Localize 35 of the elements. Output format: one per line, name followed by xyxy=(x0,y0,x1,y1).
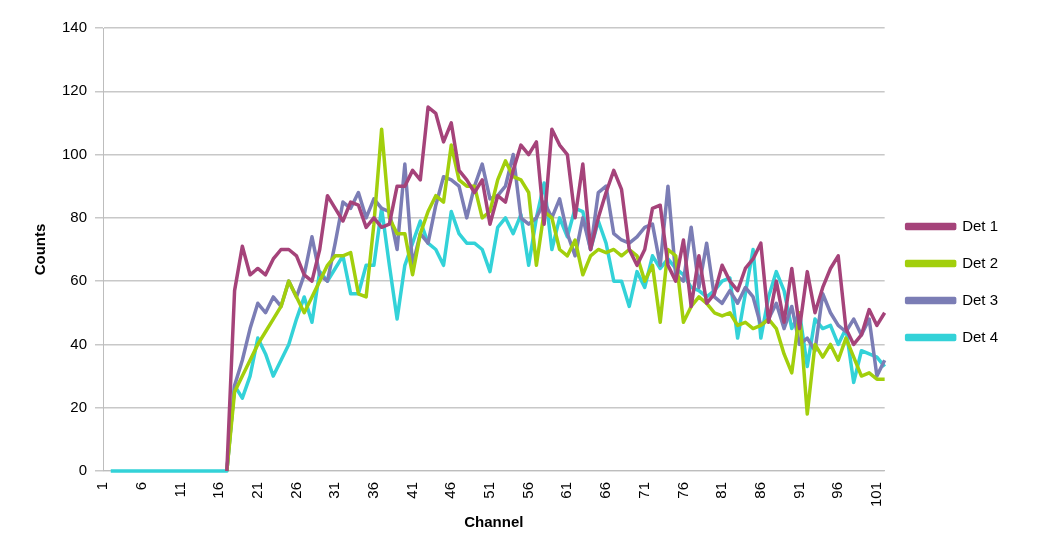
y-tick-label: 120 xyxy=(62,81,88,99)
x-tick-label: 61 xyxy=(557,481,575,499)
x-tick-label: 26 xyxy=(286,481,304,499)
x-tick-label: 56 xyxy=(518,481,536,499)
x-tick-label: 51 xyxy=(480,481,498,499)
x-tick-label: 81 xyxy=(712,481,730,499)
legend-label: Det 4 xyxy=(962,327,999,345)
x-tick-label: 96 xyxy=(828,481,846,499)
y-tick-label: 0 xyxy=(78,461,88,479)
y-tick-label: 60 xyxy=(70,271,88,289)
legend-label: Det 2 xyxy=(962,253,999,271)
x-tick-label: 66 xyxy=(596,481,614,499)
x-tick-label: 46 xyxy=(441,481,459,499)
x-tick-label: 31 xyxy=(325,481,343,499)
legend-label: Det 3 xyxy=(962,290,999,308)
x-tick-label: 21 xyxy=(247,481,265,499)
y-tick-label: 40 xyxy=(70,334,88,352)
x-axis-title: Channel xyxy=(464,513,524,531)
y-tick-label: 140 xyxy=(62,18,88,36)
x-tick-label: 1 xyxy=(93,481,111,491)
y-axis-title: Counts xyxy=(31,223,49,276)
x-tick-label: 6 xyxy=(131,481,149,491)
y-tick-label: 80 xyxy=(70,207,88,225)
x-tick-label: 71 xyxy=(634,481,652,499)
x-tick-label: 16 xyxy=(209,481,227,499)
x-tick-label: 36 xyxy=(364,481,382,499)
y-tick-label: 20 xyxy=(70,397,88,415)
x-tick-label: 11 xyxy=(170,481,188,498)
x-tick-label: 86 xyxy=(750,481,768,499)
x-tick-label: 76 xyxy=(673,481,691,499)
x-tick-label: 41 xyxy=(402,481,420,499)
x-tick-label: 101 xyxy=(867,481,885,507)
y-tick-label: 100 xyxy=(62,144,88,162)
x-tick-label: 91 xyxy=(789,481,807,499)
legend-label: Det 1 xyxy=(962,216,999,234)
